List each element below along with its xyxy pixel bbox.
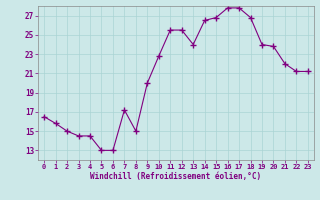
X-axis label: Windchill (Refroidissement éolien,°C): Windchill (Refroidissement éolien,°C) [91, 172, 261, 181]
